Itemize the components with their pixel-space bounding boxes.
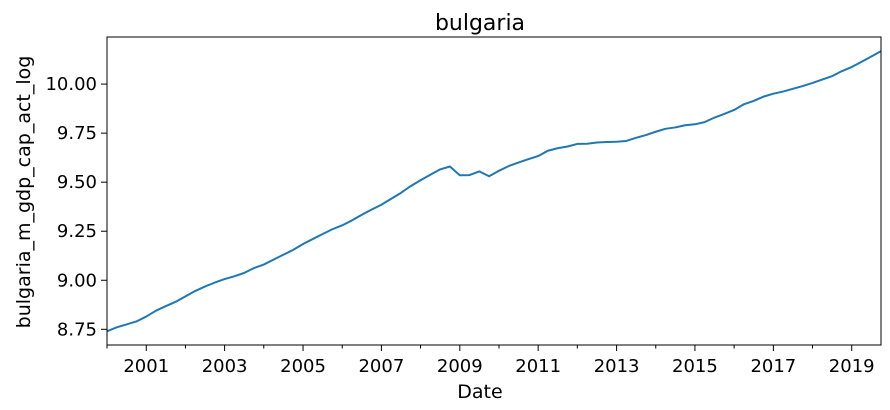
- y-tick-label: 9.50: [57, 172, 97, 193]
- x-tick-label: 2003: [202, 356, 248, 377]
- x-tick-label: 2013: [594, 356, 640, 377]
- y-tick-label: 8.75: [57, 319, 97, 340]
- x-tick-label: 2009: [437, 356, 483, 377]
- x-axis-title: Date: [457, 381, 502, 403]
- y-tick-label: 9.75: [57, 123, 97, 144]
- y-tick-label: 10.00: [45, 74, 97, 95]
- y-tick-label: 9.25: [57, 221, 97, 242]
- x-tick-label: 2005: [280, 356, 326, 377]
- y-axis-title: bulgaria_m_gdp_cap_act_log: [13, 56, 35, 329]
- x-tick-label: 2007: [358, 356, 404, 377]
- chart-title: bulgaria: [435, 11, 525, 36]
- x-tick-label: 2011: [515, 356, 561, 377]
- x-tick-label: 2017: [750, 356, 796, 377]
- plot-frame: [106, 36, 882, 346]
- x-tick-label: 2001: [123, 356, 169, 377]
- x-axis: 2001 2003 2005 2007 2009 2011 2013 2015 2017 2019: [106, 345, 875, 377]
- x-tick-label: 2015: [672, 356, 718, 377]
- series-line: [106, 50, 882, 333]
- y-tick-label: 9.00: [57, 270, 97, 291]
- plot-area: 2001 2003 2005 2007 2009 2011 2013 2015 2017 2019…: [45, 36, 882, 377]
- y-axis: 8.75 9.00 9.25 9.50 9.75 10.00: [45, 74, 107, 340]
- x-tick-label: 2019: [829, 356, 875, 377]
